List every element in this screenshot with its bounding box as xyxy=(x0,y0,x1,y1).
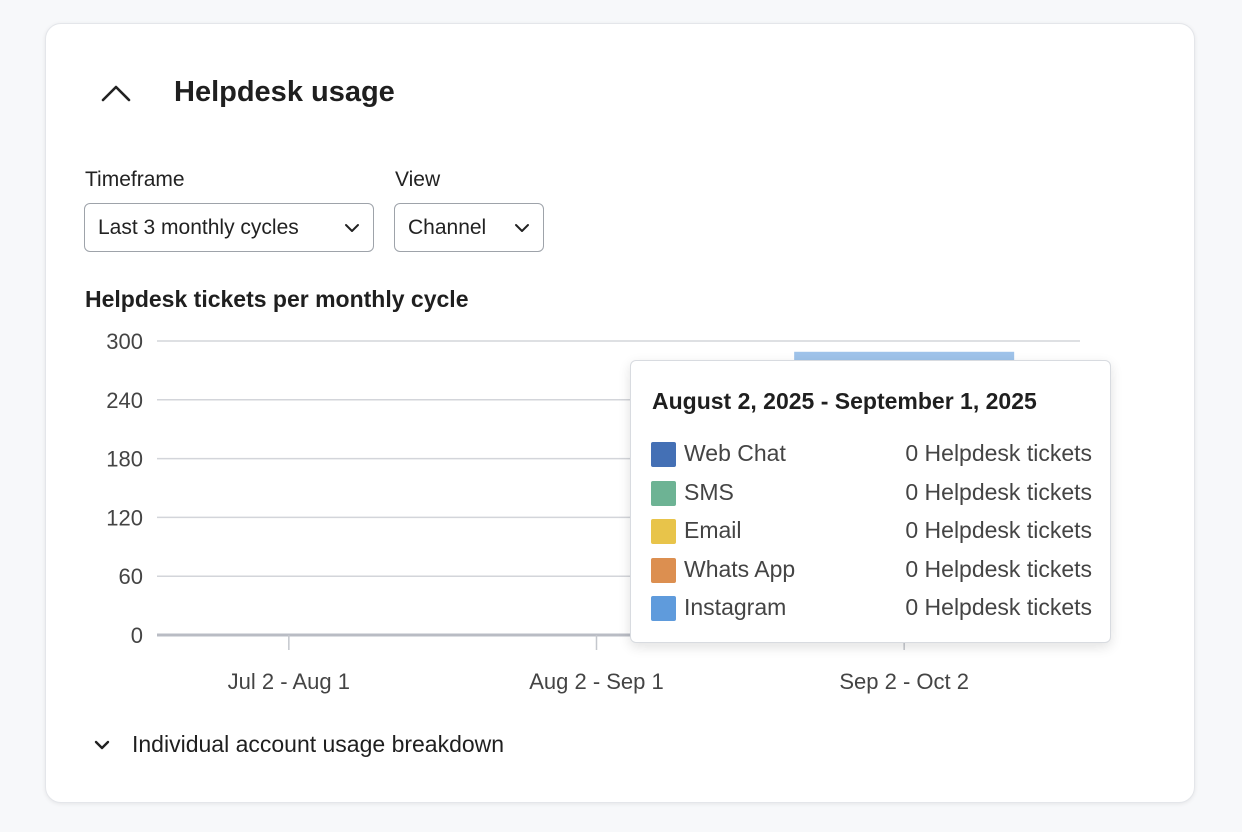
x-tick-label: Sep 2 - Oct 2 xyxy=(839,669,969,694)
chart-tooltip: August 2, 2025 - September 1, 2025 Web C… xyxy=(630,360,1111,643)
y-tick-label: 300 xyxy=(106,329,143,354)
series-swatch xyxy=(651,442,676,467)
view-value: Channel xyxy=(408,215,487,239)
tooltip-series-value: 0 Helpdesk tickets xyxy=(905,440,1092,466)
tooltip-row: SMS 0 Helpdesk tickets xyxy=(651,478,1092,506)
tooltip-series-value: 0 Helpdesk tickets xyxy=(905,478,1092,505)
x-tick-label: Jul 2 - Aug 1 xyxy=(228,669,350,694)
series-swatch xyxy=(651,557,676,583)
y-tick-label: 0 xyxy=(131,623,143,648)
tooltip-series-name: Email xyxy=(684,517,742,543)
x-tick-label: Aug 2 - Sep 1 xyxy=(529,669,664,694)
view-select[interactable]: Channel xyxy=(394,203,544,252)
tooltip-row: Web Chat 0 Helpdesk tickets xyxy=(651,440,1092,467)
y-tick-label: 240 xyxy=(106,388,143,413)
tooltip-row: Whats App 0 Helpdesk tickets xyxy=(651,555,1092,583)
y-tick-label: 180 xyxy=(106,447,143,472)
section-title: Helpdesk usage xyxy=(174,76,395,108)
collapse-section-button[interactable] xyxy=(100,80,132,108)
tooltip-series-name: Web Chat xyxy=(684,440,786,466)
tooltip-series-value: 0 Helpdesk tickets xyxy=(905,517,1092,543)
chevron-down-icon xyxy=(94,740,110,749)
tooltip-row: Instagram 0 Helpdesk tickets xyxy=(651,594,1092,621)
series-swatch xyxy=(651,519,676,544)
series-swatch xyxy=(651,480,676,506)
chevron-down-icon xyxy=(515,223,529,232)
y-tick-label: 60 xyxy=(119,564,143,589)
tooltip-series-value: 0 Helpdesk tickets xyxy=(905,555,1092,582)
tooltip-series-name: Instagram xyxy=(684,594,787,620)
chevron-down-icon xyxy=(345,223,359,232)
tooltip-series-name: Whats App xyxy=(684,555,796,582)
tooltip-series-name: SMS xyxy=(684,478,734,505)
tooltip-series-value: 0 Helpdesk tickets xyxy=(905,594,1092,620)
timeframe-value: Last 3 monthly cycles xyxy=(98,215,299,239)
tooltip-row: Email 0 Helpdesk tickets xyxy=(651,517,1092,544)
chart-title: Helpdesk tickets per monthly cycle xyxy=(85,286,469,312)
series-swatch xyxy=(651,596,676,621)
timeframe-label: Timeframe xyxy=(85,168,185,191)
view-label: View xyxy=(395,168,441,191)
tooltip-title: August 2, 2025 - September 1, 2025 xyxy=(652,388,1037,414)
timeframe-select[interactable]: Last 3 monthly cycles xyxy=(84,203,374,252)
account-breakdown-toggle[interactable]: Individual account usage breakdown xyxy=(90,731,504,758)
breakdown-label: Individual account usage breakdown xyxy=(132,731,505,757)
chevron-up-icon xyxy=(101,85,131,102)
y-tick-label: 120 xyxy=(106,505,143,530)
